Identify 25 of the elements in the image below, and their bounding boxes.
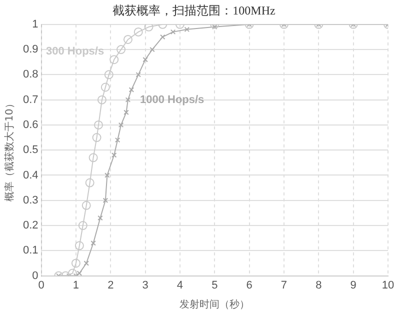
y-tick-label: 0.6 [22, 118, 38, 131]
x-tick-label: 8 [316, 279, 322, 292]
y-tick-label: 0 [32, 270, 38, 282]
x-tick-label: 2 [108, 279, 114, 292]
x-tick-label: 3 [142, 279, 148, 292]
chart-title: 截获概率，扫描范围：100MHz [112, 3, 276, 18]
y-tick-label: 0.7 [22, 94, 38, 106]
x-tick-label: 7 [280, 279, 288, 292]
y-tick-label: 1 [32, 18, 38, 30]
y-tick-label: 0.3 [22, 194, 38, 206]
y-axis-title: 概率（截获数大于10） [4, 98, 16, 202]
x-tick-label: 1 [72, 279, 80, 292]
x-tick-label: 4 [176, 279, 184, 292]
x-axis-title: 发射时间（秒） [180, 298, 250, 311]
y-tick-label: 0.4 [22, 169, 38, 182]
y-tick-label: 0.2 [22, 220, 38, 232]
x-tick-label: 6 [246, 279, 252, 292]
series-label: 1000 Hops/s [140, 94, 204, 106]
x-tick-label: 10 [382, 279, 394, 292]
y-tick-label: 0.8 [22, 68, 38, 81]
y-tick-label: 0.5 [22, 144, 38, 156]
x-tick-label: 9 [350, 279, 356, 292]
y-tick-label: 0.1 [22, 244, 38, 257]
y-tick-label: 0.9 [22, 44, 38, 56]
x-tick-label: 5 [212, 279, 218, 292]
